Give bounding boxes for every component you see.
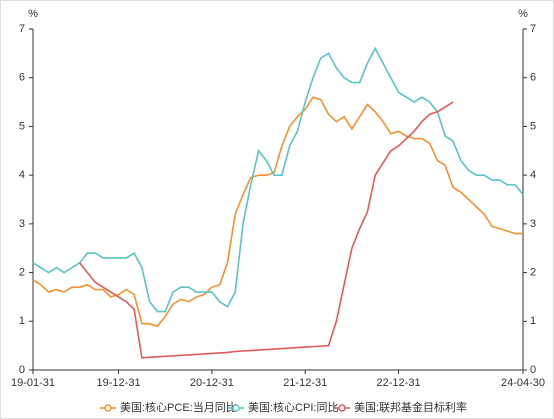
- series-line: [32, 46, 524, 313]
- legend-label: 美国:联邦基金目标利率: [354, 400, 467, 414]
- legend-dot: [104, 404, 112, 412]
- y2-tick-label: 7: [530, 23, 536, 35]
- y-unit: %: [28, 8, 38, 20]
- y-tick-label: 5: [19, 120, 25, 132]
- legend-label: 美国:核心PCE:当月同比: [120, 400, 237, 414]
- series-line: [32, 96, 523, 328]
- x-tick-label: 24-04-30: [501, 377, 545, 389]
- x-tick-label: 21-12-31: [283, 377, 327, 389]
- legend-label: 美国:核心CPI:同比: [248, 400, 338, 414]
- y-tick-label: 7: [19, 23, 25, 35]
- y2-tick-label: 1: [530, 315, 536, 327]
- y2-tick-label: 3: [530, 218, 536, 230]
- y-tick-label: 4: [19, 169, 25, 181]
- y2-tick-label: 6: [530, 72, 536, 84]
- x-tick-label: 22-12-31: [377, 377, 421, 389]
- legend-dot: [232, 404, 240, 412]
- y-tick-label: 6: [19, 72, 25, 84]
- y2-tick-label: 5: [530, 120, 536, 132]
- series-line: [79, 101, 454, 359]
- y2-tick-label: 4: [530, 169, 536, 181]
- x-tick-label: 19-12-31: [97, 377, 141, 389]
- y-tick-label: 3: [19, 218, 25, 230]
- y-tick-label: 0: [19, 364, 25, 376]
- x-tick-label: 20-12-31: [190, 377, 234, 389]
- y-tick-label: 2: [19, 266, 25, 278]
- legend-dot: [338, 404, 346, 412]
- y2-unit: %: [518, 8, 528, 20]
- y2-tick-label: 2: [530, 266, 536, 278]
- x-tick-label: 19-01-31: [11, 377, 55, 389]
- y-tick-label: 1: [19, 315, 25, 327]
- y2-tick-label: 0: [530, 364, 536, 376]
